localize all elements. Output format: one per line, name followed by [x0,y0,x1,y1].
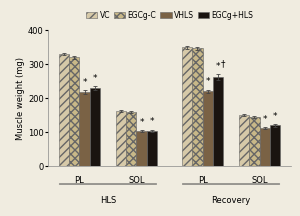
Legend: VC, EGCg-C, VHLS, EGCg+HLS: VC, EGCg-C, VHLS, EGCg+HLS [86,11,253,20]
Bar [69,57,80,166]
Bar [147,131,157,166]
Bar [192,48,203,166]
Bar [116,111,126,166]
Text: Recovery: Recovery [212,196,251,205]
Text: *: * [149,117,154,126]
Bar [59,54,69,166]
Bar [239,115,249,166]
Bar [126,112,136,166]
Text: *: * [92,74,97,83]
Text: *: * [206,77,210,86]
Bar [202,92,213,166]
Text: *: * [139,118,144,127]
Bar [249,117,260,166]
Text: *: * [273,112,277,121]
Text: †: † [221,59,226,68]
Text: *: * [82,78,87,87]
Bar [80,92,90,166]
Bar [90,88,100,166]
Bar [182,47,192,166]
Text: HLS: HLS [100,196,116,205]
Bar [260,128,270,166]
Y-axis label: Muscle weight (mg): Muscle weight (mg) [16,57,25,140]
Bar [136,131,147,166]
Bar [213,77,223,166]
Text: *: * [262,115,267,124]
Text: *: * [216,62,220,71]
Bar [270,125,280,166]
